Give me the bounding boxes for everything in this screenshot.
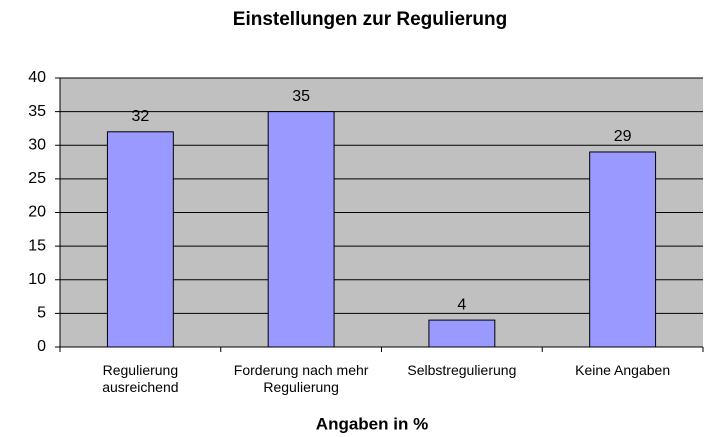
y-tick-label: 10 (28, 271, 46, 288)
x-tick-label: Selbstregulierung (407, 362, 517, 378)
x-axis-label: Angaben in % (316, 414, 428, 433)
bar (267, 111, 335, 348)
y-tick-label: 0 (37, 338, 46, 355)
y-tick-label: 5 (37, 305, 46, 322)
x-tick-label: Forderung nach mehr Regulierung (233, 362, 369, 395)
y-tick-label: 30 (28, 136, 46, 153)
x-tick-label: Keine Angaben (575, 362, 671, 378)
y-tick-label: 20 (28, 204, 46, 221)
bar (428, 319, 496, 348)
y-tick-label: 40 (28, 69, 46, 86)
value-label: 29 (614, 128, 632, 145)
value-label: 32 (131, 108, 149, 125)
x-tick-label: Regulierung ausreichend (102, 362, 179, 395)
y-tick-label: 35 (28, 103, 46, 120)
y-tick-label: 15 (28, 237, 46, 254)
value-label: 35 (292, 88, 310, 105)
bar (589, 151, 657, 348)
chart-title: Einstellungen zur Regulierung (233, 9, 507, 30)
value-label: 4 (457, 296, 466, 313)
y-tick-label: 25 (28, 170, 46, 187)
bar (106, 131, 174, 348)
